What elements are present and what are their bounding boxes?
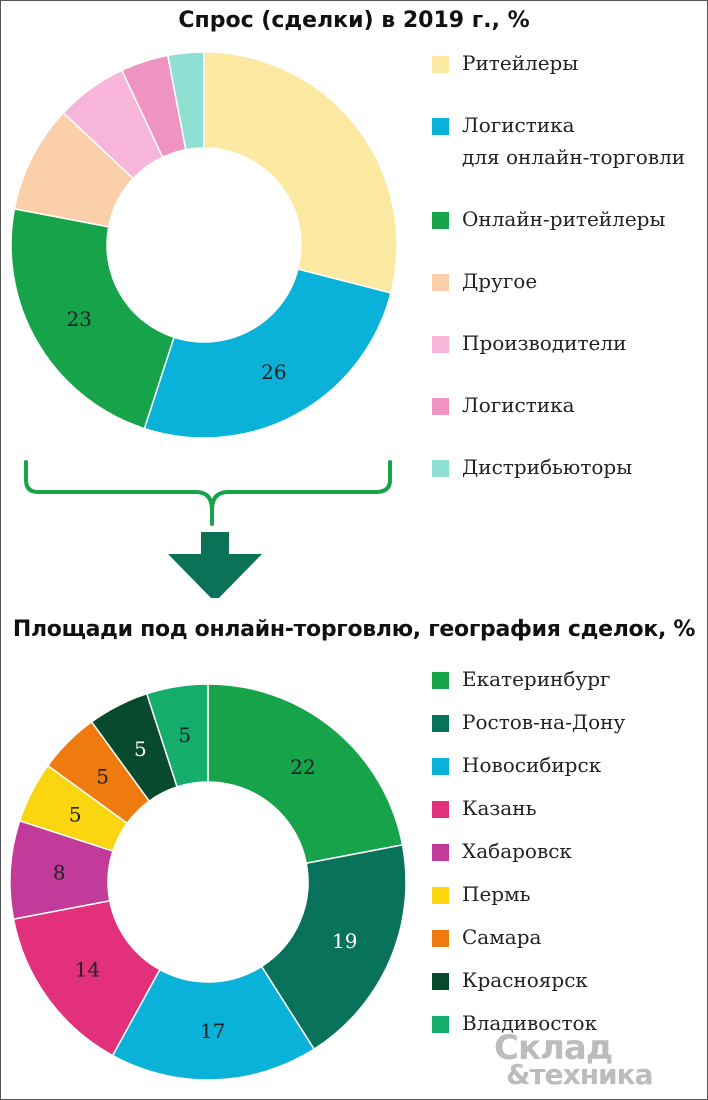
demand-legend-label-line: для онлайн-торговли — [462, 145, 686, 169]
demand-legend-swatch — [432, 336, 449, 353]
geography-slice-label: 19 — [332, 929, 357, 953]
geography-legend-item: Ростов-на-Дону — [432, 710, 708, 738]
demand-legend-label: Логистика для онлайн-торговли — [462, 109, 685, 173]
geography-legend-item: Владивосток — [432, 1011, 708, 1039]
geography-legend-swatch — [432, 887, 449, 904]
demand-legend-label: Онлайн-ритейлеры — [462, 203, 665, 235]
demand-legend-label-line: Ритейлеры — [462, 51, 579, 75]
demand-legend-item: Онлайн-ритейлеры — [432, 207, 708, 235]
demand-legend-item: Другое — [432, 269, 708, 297]
geography-legend-label-line: Владивосток — [462, 1011, 598, 1035]
geography-slice — [260, 844, 407, 1051]
geography-legend-item: Самара — [432, 925, 708, 953]
geography-legend-item: Хабаровск — [432, 839, 708, 867]
geography-legend-item: Екатеринбург — [432, 667, 708, 695]
geography-legend-swatch — [432, 672, 449, 689]
demand-slice-label: 23 — [66, 307, 91, 331]
demand-legend-label: Производители — [462, 327, 626, 359]
geography-legend-swatch — [432, 844, 449, 861]
geography-legend-label: Казань — [462, 792, 536, 824]
geography-legend-label-line: Казань — [462, 796, 537, 820]
geography-slice-label: 5 — [96, 765, 109, 789]
demand-legend-label-line: Логистика — [462, 113, 575, 137]
demand-slice — [203, 51, 398, 294]
geography-legend-label: Хабаровск — [462, 835, 572, 867]
geography-legend-label-line: Пермь — [462, 882, 531, 906]
demand-legend-swatch — [432, 56, 449, 73]
demand-legend-item: Ритейлеры — [432, 51, 708, 79]
geography-slice — [145, 683, 209, 788]
geography-legend-swatch — [432, 801, 449, 818]
demand-legend-item: Логистика для онлайн-торговли — [432, 113, 708, 173]
demand-legend-swatch — [432, 212, 449, 229]
demand-legend-item: Логистика — [432, 393, 708, 421]
demand-slice — [166, 51, 205, 151]
demand-legend-swatch — [432, 460, 449, 477]
demand-legend-swatch — [432, 274, 449, 291]
demand-donut-chart: 26 23 — [10, 51, 398, 439]
geography-slice-label: 5 — [178, 723, 191, 747]
demand-legend-label-line: Онлайн-ритейлеры — [462, 207, 666, 231]
connector-graphic — [24, 460, 392, 598]
demand-legend-label-line: Дистрибьюторы — [462, 455, 633, 479]
geography-legend-swatch — [432, 758, 449, 775]
logo-text-line-2: &техника — [506, 1058, 654, 1091]
demand-slice — [10, 207, 175, 430]
demand-legend-label-line: Логистика — [462, 393, 575, 417]
geography-slice-label: 5 — [134, 737, 147, 761]
geography-legend-label-line: Новосибирск — [462, 753, 602, 777]
geography-legend-label: Владивосток — [462, 1007, 597, 1039]
geography-slice — [207, 683, 404, 865]
geography-slice — [111, 965, 316, 1081]
logo-text-line-1: Склад — [494, 1028, 613, 1068]
demand-slice — [143, 268, 392, 439]
demand-legend-label: Другое — [462, 265, 537, 297]
geography-slice-label: 17 — [200, 1019, 225, 1043]
chart-title-geography: Площади под онлайн-торговлю, география с… — [12, 617, 696, 642]
demand-legend-swatch — [432, 118, 449, 135]
geography-legend-item: Новосибирск — [432, 753, 708, 781]
curly-brace-icon — [24, 460, 392, 526]
demand-legend-label-line: Другое — [462, 269, 538, 293]
geography-legend-swatch — [432, 715, 449, 732]
demand-legend-label: Ритейлеры — [462, 47, 578, 79]
geography-slice-label: 22 — [290, 755, 315, 779]
geography-legend-item: Казань — [432, 796, 708, 824]
geography-legend-label: Самара — [462, 921, 541, 953]
geography-slice-label: 8 — [53, 861, 66, 885]
geography-legend-swatch — [432, 1016, 449, 1033]
geography-legend-label-line: Ростов-на-Дону — [462, 710, 626, 734]
geography-legend-item: Красноярск — [432, 968, 708, 996]
demand-legend-item: Производители — [432, 331, 708, 359]
geography-legend-label: Екатеринбург — [462, 663, 610, 695]
geography-legend-item: Пермь — [432, 882, 708, 910]
demand-legend-label-line: Производители — [462, 331, 627, 355]
geography-legend-label: Пермь — [462, 878, 531, 910]
geography-legend-label-line: Хабаровск — [462, 839, 572, 863]
demand-legend-item: Дистрибьюторы — [432, 455, 708, 483]
geography-legend-label-line: Красноярск — [462, 968, 588, 992]
demand-legend-swatch — [432, 398, 449, 415]
geography-legend-label-line: Самара — [462, 925, 542, 949]
geography-legend-label: Новосибирск — [462, 749, 601, 781]
geography-legend-swatch — [432, 973, 449, 990]
demand-legend-label: Логистика — [462, 389, 575, 421]
geography-legend-swatch — [432, 930, 449, 947]
brand-logo: Склад &техника — [486, 1028, 696, 1092]
demand-legend-label: Дистрибьюторы — [462, 451, 632, 483]
chart-title-demand: Спрос (сделки) в 2019 г., % — [178, 8, 530, 33]
geography-legend-label: Ростов-на-Дону — [462, 706, 625, 738]
geography-legend-label-line: Екатеринбург — [462, 667, 611, 691]
demand-slice-label: 26 — [261, 360, 286, 384]
geography-slice-label: 14 — [75, 958, 100, 982]
geography-legend-label: Красноярск — [462, 964, 588, 996]
down-arrow-icon — [168, 532, 262, 598]
geography-slice-label: 5 — [69, 802, 82, 826]
